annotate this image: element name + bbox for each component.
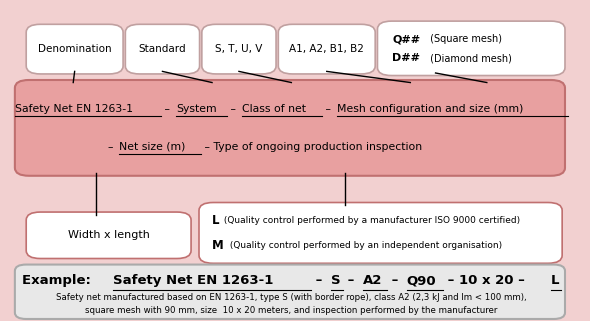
Text: Safety Net EN 1263-1: Safety Net EN 1263-1 [113,274,273,287]
FancyBboxPatch shape [378,21,565,75]
Text: Example:: Example: [22,274,95,287]
Text: Mesh configuration and size (mm): Mesh configuration and size (mm) [337,104,523,114]
Text: –: – [343,274,359,287]
Text: –: – [322,104,334,114]
Text: (Square mesh): (Square mesh) [427,34,502,44]
Text: (Diamond mesh): (Diamond mesh) [427,53,512,63]
Text: A2: A2 [363,274,382,287]
Text: –: – [227,104,240,114]
Text: Safety Net EN 1263-1: Safety Net EN 1263-1 [15,104,133,114]
FancyBboxPatch shape [26,24,123,74]
Text: Denomination: Denomination [38,44,112,54]
Text: Standard: Standard [139,44,186,54]
Text: Q90: Q90 [407,274,437,287]
Text: –: – [387,274,403,287]
Text: L: L [212,214,219,227]
FancyBboxPatch shape [15,80,565,176]
Text: Width x length: Width x length [68,230,150,240]
FancyBboxPatch shape [15,265,565,319]
Text: – 10 x 20 –: – 10 x 20 – [444,274,530,287]
Text: –: – [161,104,173,114]
Text: System: System [176,104,217,114]
Text: L: L [550,274,559,287]
Text: (Quality control performed by an independent organisation): (Quality control performed by an indepen… [227,241,502,250]
Text: S: S [331,274,341,287]
FancyBboxPatch shape [278,24,375,74]
Text: – Type of ongoing production inspection: – Type of ongoing production inspection [201,142,422,152]
Text: Q##: Q## [392,34,420,44]
Text: Net size (m): Net size (m) [119,142,185,152]
Text: A1, A2, B1, B2: A1, A2, B1, B2 [289,44,364,54]
Text: D##: D## [392,53,420,63]
Text: S, T, U, V: S, T, U, V [215,44,263,54]
Text: (Quality control performed by a manufacturer ISO 9000 certified): (Quality control performed by a manufact… [221,216,520,225]
Text: M: M [212,239,224,252]
Text: Class of net: Class of net [242,104,306,114]
FancyBboxPatch shape [125,24,199,74]
FancyBboxPatch shape [26,212,191,258]
Text: –: – [107,142,117,152]
FancyBboxPatch shape [199,203,562,263]
FancyBboxPatch shape [202,24,276,74]
Text: –: – [312,274,327,287]
Text: Safety net manufactured based on EN 1263-1, type S (with border rope), class A2 : Safety net manufactured based on EN 1263… [56,293,527,315]
